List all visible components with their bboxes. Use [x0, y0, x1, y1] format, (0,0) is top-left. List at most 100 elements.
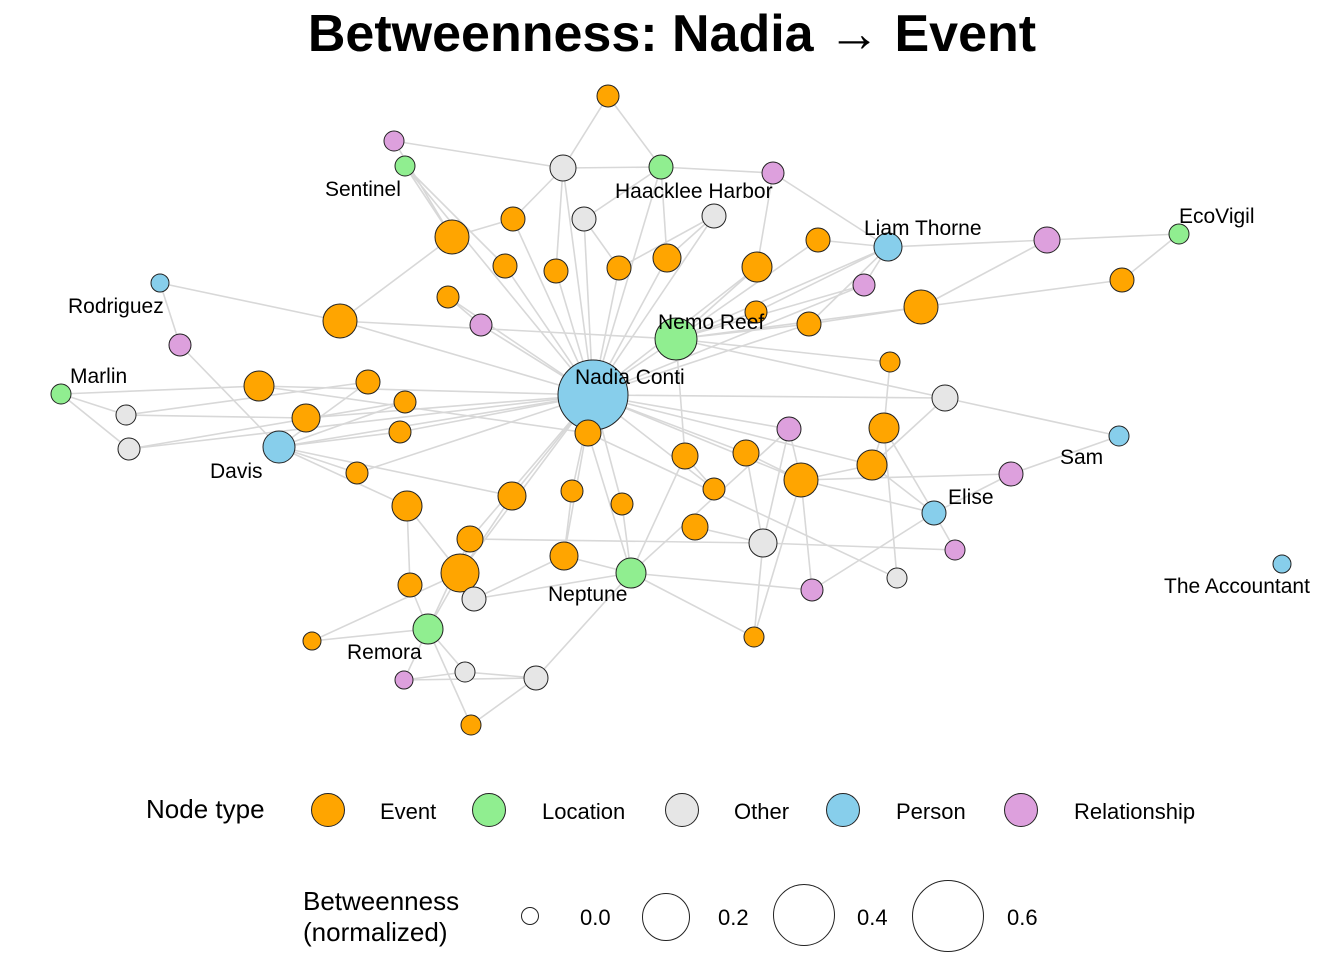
legend-swatch-location: [472, 793, 506, 827]
node-event-e10[interactable]: [322, 303, 358, 339]
node-relationship-r2[interactable]: [761, 161, 785, 185]
node-event-e29[interactable]: [497, 481, 527, 511]
edge-r4-nemo: [675, 284, 865, 340]
edge-davis-e33: [278, 446, 408, 507]
node-event-e14[interactable]: [903, 289, 939, 325]
node-person-davis[interactable]: [262, 430, 296, 464]
node-other-o6[interactable]: [931, 384, 959, 412]
node-person-liam[interactable]: [873, 232, 903, 262]
node-event-e33[interactable]: [391, 490, 423, 522]
node-relationship-r3[interactable]: [1033, 226, 1061, 254]
edge-nadia-o6: [592, 394, 946, 399]
node-event-e32[interactable]: [610, 492, 634, 516]
node-event-e2[interactable]: [434, 219, 470, 255]
edge-nemo-e16: [675, 338, 891, 363]
node-location-nemo[interactable]: [654, 317, 698, 361]
node-event-e18[interactable]: [355, 369, 381, 395]
edge-e22-nep: [587, 432, 632, 574]
edge-o11-e41: [470, 677, 537, 726]
edge-liam-e12: [755, 246, 889, 313]
node-other-o4[interactable]: [115, 404, 137, 426]
node-event-e8[interactable]: [741, 251, 773, 283]
node-other-o3[interactable]: [701, 203, 727, 229]
node-event-e34[interactable]: [456, 525, 484, 553]
node-relationship-r6[interactable]: [168, 333, 192, 357]
edge-nep-e40: [630, 572, 755, 638]
node-event-e3[interactable]: [500, 206, 526, 232]
node-person-sam[interactable]: [1108, 425, 1130, 447]
node-relationship-r9[interactable]: [944, 539, 966, 561]
node-other-o9[interactable]: [461, 586, 487, 612]
edge-o6-sam: [944, 397, 1120, 437]
node-relationship-r1[interactable]: [383, 130, 405, 152]
edge-o1-e5: [555, 167, 564, 272]
node-relationship-r11[interactable]: [394, 670, 414, 690]
node-relationship-r10[interactable]: [800, 578, 824, 602]
node-event-e41[interactable]: [460, 714, 482, 736]
node-event-e38[interactable]: [397, 572, 423, 598]
node-relationship-r5[interactable]: [469, 313, 493, 337]
node-other-o11[interactable]: [523, 665, 549, 691]
node-event-e22[interactable]: [574, 419, 602, 447]
edge-nep-o9: [473, 572, 632, 600]
node-other-o8[interactable]: [886, 567, 908, 589]
node-location-sent[interactable]: [394, 155, 416, 177]
node-location-rem[interactable]: [412, 613, 444, 645]
node-other-o5[interactable]: [117, 437, 141, 461]
node-event-e16[interactable]: [879, 351, 901, 373]
edge-r3-eco: [1046, 233, 1180, 241]
node-event-e17[interactable]: [243, 370, 275, 402]
edge-e10-nadia: [339, 320, 594, 396]
node-person-elise[interactable]: [921, 500, 947, 526]
node-event-e23[interactable]: [345, 461, 369, 485]
node-other-o1[interactable]: [549, 154, 577, 182]
node-other-o2[interactable]: [571, 206, 597, 232]
node-event-e5[interactable]: [543, 258, 569, 284]
node-relationship-r4[interactable]: [852, 273, 876, 297]
node-location-mar[interactable]: [50, 383, 72, 405]
node-person-acct[interactable]: [1272, 554, 1292, 574]
node-event-e13[interactable]: [796, 311, 822, 337]
node-event-e4[interactable]: [492, 253, 518, 279]
node-event-e26[interactable]: [732, 439, 760, 467]
node-event-e9[interactable]: [805, 227, 831, 253]
node-event-e12[interactable]: [744, 300, 768, 324]
node-location-eco[interactable]: [1168, 223, 1190, 245]
node-other-o10[interactable]: [454, 661, 476, 683]
legend-size-label-2: 0.4: [857, 905, 888, 930]
node-event-e21[interactable]: [388, 420, 412, 444]
legend-label-person: Person: [896, 799, 966, 824]
node-event-e11[interactable]: [436, 285, 460, 309]
node-event-e27[interactable]: [856, 449, 888, 481]
node-event-e25[interactable]: [671, 442, 699, 470]
node-other-o7[interactable]: [748, 528, 778, 558]
node-event-e15[interactable]: [1109, 267, 1135, 293]
node-event-e40[interactable]: [743, 626, 765, 648]
node-location-hh[interactable]: [648, 154, 674, 180]
node-event-e1[interactable]: [596, 84, 620, 108]
node-event-e28[interactable]: [783, 462, 819, 498]
edge-o1-hh: [562, 166, 662, 169]
edge-e39-rem: [311, 628, 429, 642]
node-relationship-r8[interactable]: [998, 461, 1024, 487]
node-event-e36[interactable]: [549, 541, 579, 571]
node-event-e39[interactable]: [302, 631, 322, 651]
node-event-e6[interactable]: [606, 255, 632, 281]
node-event-e35[interactable]: [681, 513, 709, 541]
node-event-e30[interactable]: [560, 479, 584, 503]
node-event-e24[interactable]: [868, 412, 900, 444]
node-event-e20[interactable]: [291, 403, 321, 433]
node-relationship-r7[interactable]: [776, 416, 802, 442]
edge-o11-nep: [535, 572, 632, 679]
node-location-nep[interactable]: [615, 557, 647, 589]
node-event-e19[interactable]: [393, 390, 417, 414]
legend-size-circle-2: [773, 884, 835, 946]
edge-o1-nadia: [562, 167, 594, 396]
node-event-e31[interactable]: [702, 477, 726, 501]
edge-e1-hh: [607, 95, 662, 168]
node-person-rod[interactable]: [150, 273, 170, 293]
edge-davis-e29: [278, 446, 513, 497]
node-event-e7[interactable]: [652, 243, 682, 273]
edge-elise-r8: [933, 473, 1012, 514]
node-event-e37[interactable]: [440, 553, 480, 593]
